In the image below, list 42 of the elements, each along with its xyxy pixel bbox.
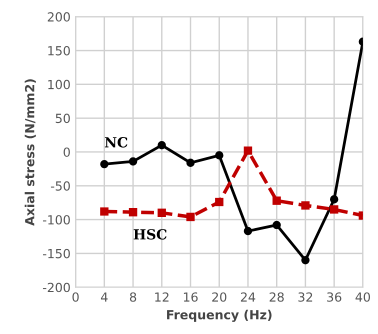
point — [272, 220, 281, 230]
point — [186, 158, 195, 167]
point — [128, 157, 138, 166]
x-tick-label: 40 — [356, 292, 370, 302]
y-tick-label: 0 — [64, 147, 70, 157]
x-tick-label: 20 — [212, 292, 226, 302]
point — [301, 256, 310, 264]
point — [215, 151, 224, 160]
x-tick-label: 16 — [184, 292, 198, 302]
y-tick-label: 200 — [48, 12, 70, 22]
y-axis-title: Axial stress (N/mm2) — [24, 79, 36, 226]
y-tick-label: -50 — [50, 181, 70, 191]
x-tick-label: 8 — [130, 292, 136, 302]
point — [100, 160, 108, 168]
y-tick-label: 50 — [56, 114, 70, 124]
point — [100, 207, 108, 216]
point — [330, 205, 338, 214]
series-label: HSC — [134, 229, 167, 240]
x-tick-label: 24 — [240, 292, 256, 302]
point — [272, 196, 281, 205]
x-tick-label: 0 — [72, 292, 79, 302]
y-tick-label: 150 — [48, 46, 70, 56]
y-tick-label: -100 — [42, 215, 70, 225]
point — [158, 141, 166, 150]
point — [215, 198, 224, 206]
x-tick-label: 36 — [327, 292, 342, 302]
series-label: NC — [104, 137, 128, 148]
x-tick-label: 12 — [155, 292, 168, 302]
point — [244, 226, 252, 236]
point — [244, 146, 252, 155]
point — [158, 208, 166, 218]
x-tick-label: 32 — [298, 292, 312, 302]
point — [330, 195, 338, 204]
x-tick-label: 28 — [270, 292, 284, 302]
point — [301, 201, 310, 210]
x-tick-label: 4 — [100, 292, 108, 302]
point — [128, 208, 138, 216]
y-tick-label: -200 — [42, 282, 70, 292]
point — [186, 212, 195, 222]
x-axis-title: Frequency (Hz) — [167, 310, 272, 322]
y-tick-label: 100 — [48, 80, 70, 90]
y-tick-label: -150 — [42, 248, 70, 258]
